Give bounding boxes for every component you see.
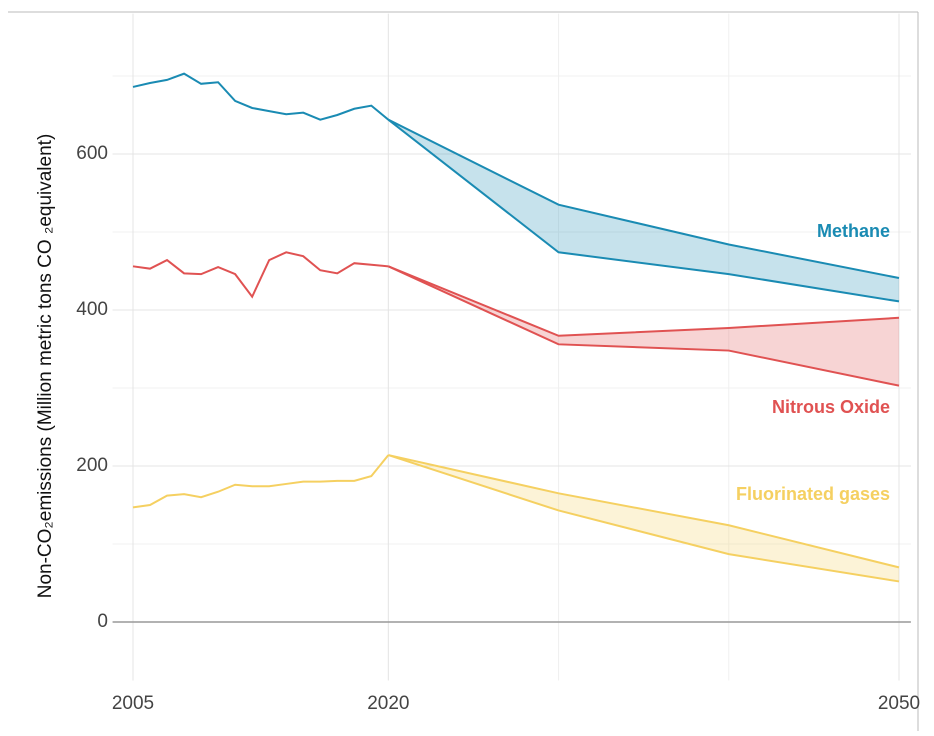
y-tick-label: 0 bbox=[97, 611, 108, 632]
projection-line bbox=[387, 118, 900, 280]
series-label: Nitrous Oxide bbox=[772, 397, 890, 417]
projection-band bbox=[388, 455, 899, 582]
projection-band bbox=[388, 266, 899, 386]
y-axis-label: Non-CO₂emissions (Million metric tons CO… bbox=[35, 134, 56, 599]
line bbox=[132, 454, 390, 509]
x-tick-label: 2050 bbox=[878, 693, 920, 714]
x-tick-label: 2005 bbox=[112, 693, 154, 714]
y-tick-label: 600 bbox=[76, 143, 108, 164]
projection-line bbox=[387, 118, 900, 303]
x-tick-label: 2020 bbox=[367, 693, 409, 714]
line bbox=[132, 251, 389, 299]
series-label: Methane bbox=[817, 221, 890, 241]
projection-line bbox=[388, 454, 900, 569]
projection-line bbox=[387, 265, 900, 387]
projection-band bbox=[388, 119, 899, 302]
projection-line bbox=[388, 454, 900, 583]
y-tick-label: 200 bbox=[76, 455, 108, 476]
series-label: Fluorinated gases bbox=[736, 484, 890, 504]
projection-line bbox=[387, 265, 900, 337]
line bbox=[132, 72, 389, 121]
y-tick-label: 400 bbox=[76, 299, 108, 320]
